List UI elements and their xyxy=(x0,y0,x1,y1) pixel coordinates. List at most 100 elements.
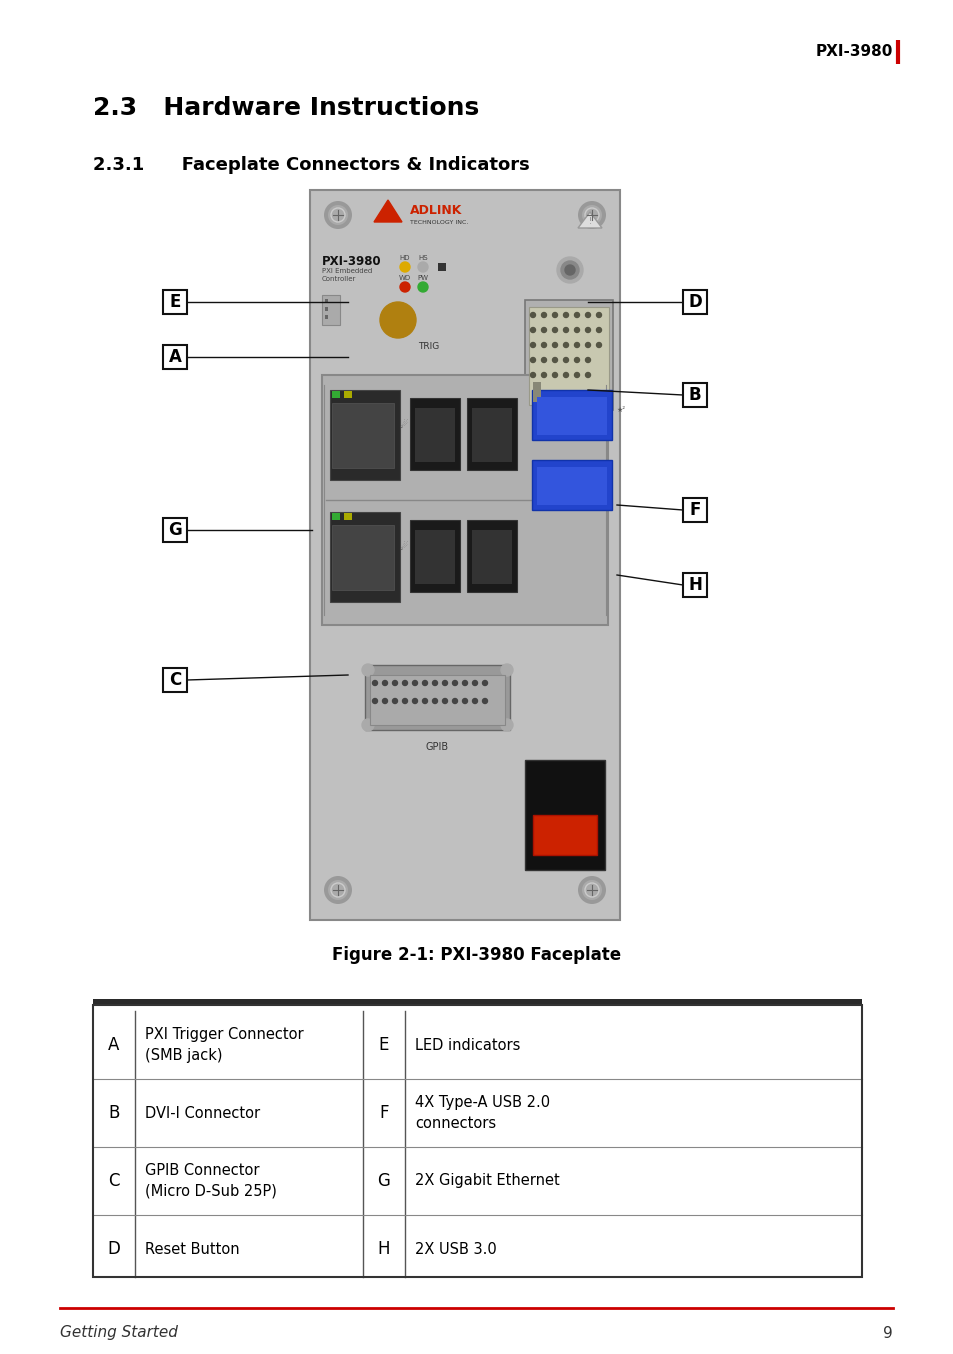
Bar xyxy=(524,301,613,410)
Bar xyxy=(415,529,455,584)
Circle shape xyxy=(472,681,477,685)
Bar xyxy=(330,512,399,603)
Circle shape xyxy=(392,699,397,704)
Circle shape xyxy=(390,311,406,328)
Circle shape xyxy=(500,719,513,731)
Bar xyxy=(92,1005,862,1277)
Circle shape xyxy=(482,681,487,685)
Bar xyxy=(682,383,706,408)
Text: WD: WD xyxy=(398,275,411,282)
Bar xyxy=(92,999,862,1005)
Text: 4X Type-A USB 2.0
connectors: 4X Type-A USB 2.0 connectors xyxy=(415,1095,550,1131)
Circle shape xyxy=(482,699,487,704)
Circle shape xyxy=(530,328,535,333)
Circle shape xyxy=(462,699,467,704)
Text: PW: PW xyxy=(417,275,428,282)
Bar xyxy=(682,573,706,597)
Circle shape xyxy=(385,307,411,333)
Bar xyxy=(472,408,512,462)
Circle shape xyxy=(361,719,374,731)
Text: C: C xyxy=(169,672,181,689)
Circle shape xyxy=(399,282,410,292)
Circle shape xyxy=(563,313,568,317)
Text: E: E xyxy=(169,292,180,311)
Circle shape xyxy=(552,357,557,363)
Circle shape xyxy=(432,699,437,704)
Text: D: D xyxy=(687,292,701,311)
Text: ★²: ★² xyxy=(617,408,625,413)
Circle shape xyxy=(581,204,601,225)
Text: LED indicators: LED indicators xyxy=(415,1037,519,1052)
Bar xyxy=(330,390,399,481)
Circle shape xyxy=(462,681,467,685)
Circle shape xyxy=(530,313,535,317)
Circle shape xyxy=(574,328,578,333)
Circle shape xyxy=(541,343,546,348)
Circle shape xyxy=(417,282,428,292)
Text: HD: HD xyxy=(399,255,410,261)
Bar xyxy=(537,467,606,505)
Bar xyxy=(415,408,455,462)
Text: DVI-I Connector: DVI-I Connector xyxy=(145,1105,260,1121)
Circle shape xyxy=(412,699,417,704)
Circle shape xyxy=(585,343,590,348)
Bar xyxy=(532,460,612,510)
Circle shape xyxy=(585,357,590,363)
Circle shape xyxy=(574,343,578,348)
Circle shape xyxy=(402,699,407,704)
Bar xyxy=(533,815,597,854)
Circle shape xyxy=(563,328,568,333)
Text: B: B xyxy=(109,1104,119,1122)
Circle shape xyxy=(442,681,447,685)
Text: PXI Trigger Connector
(SMB jack): PXI Trigger Connector (SMB jack) xyxy=(145,1026,303,1063)
Circle shape xyxy=(552,313,557,317)
Circle shape xyxy=(541,357,546,363)
Text: F: F xyxy=(689,501,700,519)
Bar xyxy=(370,676,504,724)
Text: Figure 2-1: PXI-3980 Faceplate: Figure 2-1: PXI-3980 Faceplate xyxy=(332,946,621,964)
Text: ☄: ☄ xyxy=(399,542,408,552)
Circle shape xyxy=(472,699,477,704)
Text: TECHNOLOGY INC.: TECHNOLOGY INC. xyxy=(410,219,468,225)
Circle shape xyxy=(596,328,601,333)
Bar xyxy=(410,398,459,470)
Circle shape xyxy=(578,200,605,229)
Circle shape xyxy=(432,681,437,685)
Bar xyxy=(325,315,328,320)
Text: TRIG: TRIG xyxy=(417,343,438,351)
Text: 2.3.1      Faceplate Connectors & Indicators: 2.3.1 Faceplate Connectors & Indicators xyxy=(92,156,529,175)
Bar xyxy=(682,290,706,314)
Text: Controller: Controller xyxy=(322,276,356,282)
Circle shape xyxy=(585,328,590,333)
Circle shape xyxy=(581,880,601,900)
Text: PXI-3980: PXI-3980 xyxy=(815,45,892,60)
Text: H: H xyxy=(377,1240,390,1258)
Circle shape xyxy=(530,343,535,348)
Text: ADLINK: ADLINK xyxy=(410,203,462,217)
Bar xyxy=(437,263,446,271)
Text: 9: 9 xyxy=(882,1326,892,1340)
Bar xyxy=(410,520,459,592)
Bar xyxy=(163,519,187,542)
Circle shape xyxy=(442,699,447,704)
Bar xyxy=(467,398,517,470)
Circle shape xyxy=(563,372,568,378)
Text: 2.3   Hardware Instructions: 2.3 Hardware Instructions xyxy=(92,96,478,121)
Bar xyxy=(332,513,339,520)
Text: 2X Gigabit Ethernet: 2X Gigabit Ethernet xyxy=(415,1174,559,1189)
Bar xyxy=(332,391,339,398)
Text: 2X USB 3.0: 2X USB 3.0 xyxy=(415,1242,497,1257)
Text: ☄: ☄ xyxy=(399,420,408,431)
Text: GPIB: GPIB xyxy=(425,742,448,751)
Circle shape xyxy=(452,681,457,685)
Text: HS: HS xyxy=(417,255,427,261)
Circle shape xyxy=(596,343,601,348)
Circle shape xyxy=(574,313,578,317)
Text: E: E xyxy=(378,1036,389,1053)
Circle shape xyxy=(552,343,557,348)
Circle shape xyxy=(452,699,457,704)
Circle shape xyxy=(564,265,575,275)
Bar xyxy=(325,307,328,311)
Text: Getting Started: Getting Started xyxy=(60,1326,177,1340)
Circle shape xyxy=(372,699,377,704)
